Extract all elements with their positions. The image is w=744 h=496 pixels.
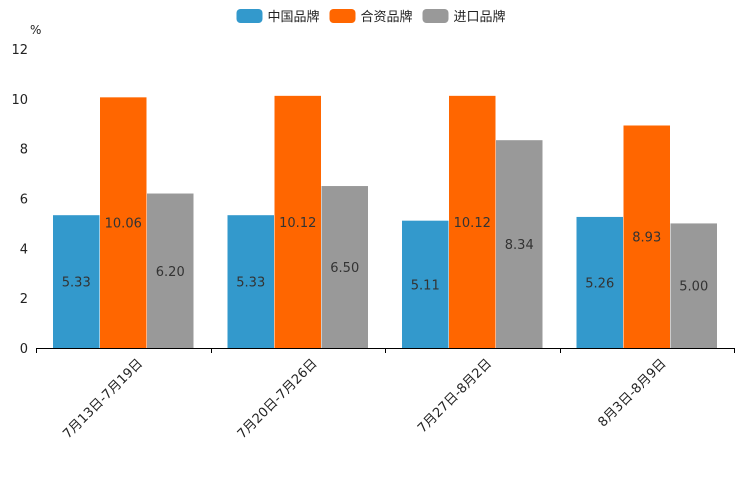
legend: 中国品牌 合资品牌 进口品牌 <box>236 9 506 25</box>
legend-swatch <box>236 9 263 23</box>
bar <box>623 125 670 348</box>
data-label: 8.93 <box>632 231 661 246</box>
bar <box>274 95 321 349</box>
bar <box>576 216 623 348</box>
bars <box>53 95 717 349</box>
bar <box>402 220 449 348</box>
y-axis-unit-label: % <box>30 23 41 37</box>
legend-swatch <box>422 9 449 23</box>
data-label: 10.12 <box>279 216 316 231</box>
legend-label: 进口品牌 <box>454 9 506 25</box>
data-label: 5.33 <box>236 276 265 291</box>
bar <box>496 140 543 348</box>
bar <box>670 223 717 348</box>
y-axis: 0 2 4 6 8 10 12 <box>11 43 28 357</box>
legend-label: 合资品牌 <box>361 9 413 25</box>
legend-label: 中国品牌 <box>268 9 320 25</box>
y-tick-label: 10 <box>11 93 28 108</box>
legend-swatch <box>329 9 356 23</box>
y-tick-label: 2 <box>20 292 28 307</box>
bar <box>147 193 194 348</box>
x-tick-label: 7月13日-7月19日 <box>60 356 146 442</box>
y-tick-label: 12 <box>11 43 28 58</box>
data-label: 6.50 <box>330 261 359 276</box>
bar <box>227 215 274 348</box>
x-tick-label: 7月20日-7月26日 <box>235 356 321 442</box>
bar <box>449 95 496 349</box>
data-label: 8.34 <box>505 238 534 253</box>
data-label: 5.11 <box>411 278 440 293</box>
data-label: 5.26 <box>585 276 614 291</box>
bar <box>53 215 100 348</box>
bar <box>100 97 147 348</box>
y-tick-label: 4 <box>20 242 28 257</box>
y-tick-label: 0 <box>20 342 28 357</box>
y-tick-label: 6 <box>20 193 28 208</box>
x-tick-label: 8月3日-8月9日 <box>595 356 669 430</box>
x-tick-label: 7月27日-8月2日 <box>415 356 495 436</box>
data-labels: 5.33 10.06 6.20 5.33 10.12 6.50 5.11 10.12 8.34 5… <box>62 216 708 295</box>
y-tick-label: 8 <box>20 143 28 158</box>
x-axis: 7月13日-7月19日 7月20日-7月26日 7月27日-8月2日 8月3日-8月9… <box>36 348 735 442</box>
data-label: 5.33 <box>62 276 91 291</box>
bar <box>321 186 368 348</box>
data-label: 10.12 <box>454 216 491 231</box>
data-label: 5.00 <box>679 280 708 295</box>
data-label: 10.06 <box>105 217 142 232</box>
data-label: 6.20 <box>156 265 185 280</box>
